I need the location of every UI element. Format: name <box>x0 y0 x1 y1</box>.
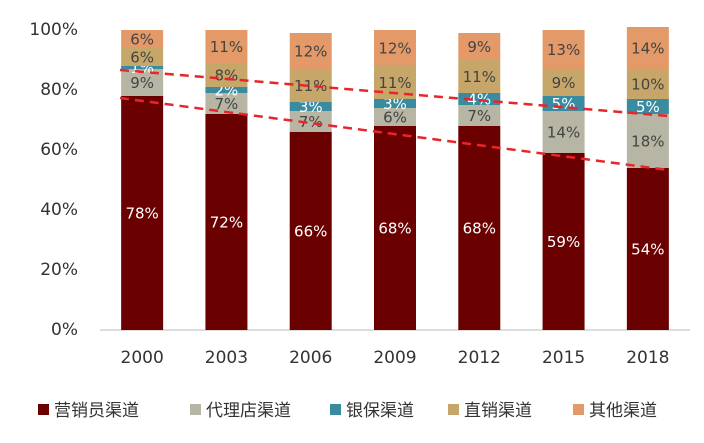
value-label: 59% <box>547 233 580 251</box>
x-tick-label: 2003 <box>205 348 248 368</box>
value-label: 14% <box>631 40 664 58</box>
value-label: 10% <box>631 76 664 94</box>
bar-segment <box>374 99 416 108</box>
x-tick-label: 2000 <box>121 348 164 368</box>
value-label: 5% <box>552 95 576 113</box>
legend-label: 直销渠道 <box>464 401 532 421</box>
value-label: 11% <box>210 38 243 56</box>
x-tick-label: 2018 <box>626 348 669 368</box>
y-tick-label: 40% <box>40 200 78 220</box>
bar-segment <box>458 60 501 93</box>
y-tick-label: 80% <box>40 80 78 100</box>
bar-segment <box>458 126 501 330</box>
value-label: 9% <box>552 74 576 92</box>
value-label: 54% <box>631 241 664 259</box>
value-label: 6% <box>130 31 154 49</box>
value-label: 7% <box>467 107 491 125</box>
bar-segment <box>626 27 669 69</box>
value-label: 7% <box>215 95 239 113</box>
bar-segment <box>458 105 501 126</box>
bar-segment <box>542 111 585 153</box>
bar-segment <box>374 108 416 126</box>
bar-segment <box>542 30 585 69</box>
legend-label: 代理店渠道 <box>206 401 291 421</box>
legend-label: 银保渠道 <box>346 401 414 421</box>
bar-segment <box>542 69 585 96</box>
bar-segment <box>626 168 669 330</box>
bar-segment <box>374 30 416 66</box>
value-label: 9% <box>130 74 154 92</box>
value-label: 78% <box>125 205 158 223</box>
legend-label: 其他渠道 <box>589 401 657 421</box>
x-tick-label: 2009 <box>373 348 416 368</box>
bar-segment <box>205 63 248 87</box>
value-label: 8% <box>215 67 239 85</box>
value-label: 11% <box>378 74 411 92</box>
x-tick-label: 2006 <box>289 348 332 368</box>
bar-segment <box>205 30 248 63</box>
legend-swatch <box>38 404 49 415</box>
value-label: 7% <box>299 113 323 131</box>
bar-segment <box>205 87 248 93</box>
bar-segment <box>458 33 501 60</box>
bar-segment <box>121 48 164 66</box>
y-tick-label: 60% <box>40 140 78 160</box>
value-label: 9% <box>467 38 491 56</box>
value-label: 5% <box>636 98 660 116</box>
bar-segment <box>289 102 332 111</box>
trend-line <box>119 96 669 172</box>
bar-segment <box>542 153 585 330</box>
y-tick-label: 100% <box>29 20 78 40</box>
bar-segment <box>205 93 248 114</box>
value-label: 18% <box>631 133 664 151</box>
bar-segment <box>289 132 332 330</box>
value-label: 6% <box>130 49 154 67</box>
value-label: 66% <box>294 223 327 241</box>
trend-line <box>119 68 669 118</box>
value-label: 11% <box>463 68 496 86</box>
bar-segment <box>121 96 164 330</box>
bar-segment <box>626 114 669 168</box>
legend-swatch <box>448 404 459 415</box>
value-label: 13% <box>547 41 580 59</box>
bar-segment <box>205 114 248 330</box>
value-label: 68% <box>463 220 496 238</box>
y-tick-label: 20% <box>40 260 78 280</box>
bar-segment <box>289 69 332 102</box>
legend-label: 营销员渠道 <box>54 401 139 421</box>
bar-segment <box>374 126 416 330</box>
x-tick-label: 2015 <box>542 348 585 368</box>
value-label: 12% <box>378 40 411 58</box>
legend-swatch <box>190 404 201 415</box>
bar-segment <box>289 33 332 69</box>
legend-swatch <box>573 404 584 415</box>
value-label: 3% <box>383 95 407 113</box>
x-tick-label: 2012 <box>458 348 501 368</box>
value-label: 12% <box>294 43 327 61</box>
bar-segment <box>289 111 332 132</box>
plot-area: 0%20%40%60%80%100%200078%9%1%6%6%200372%… <box>29 20 690 421</box>
legend-swatch <box>330 404 341 415</box>
value-label: 11% <box>294 77 327 95</box>
bar-segment <box>626 69 669 99</box>
bar-segment <box>121 66 164 69</box>
bar-segment <box>121 30 164 48</box>
value-label: 3% <box>299 98 323 116</box>
value-label: 6% <box>383 109 407 127</box>
value-label: 14% <box>547 124 580 142</box>
value-label: 68% <box>378 220 411 238</box>
bar-segment <box>626 99 669 114</box>
y-tick-label: 0% <box>51 320 78 340</box>
value-label: 72% <box>210 214 243 232</box>
